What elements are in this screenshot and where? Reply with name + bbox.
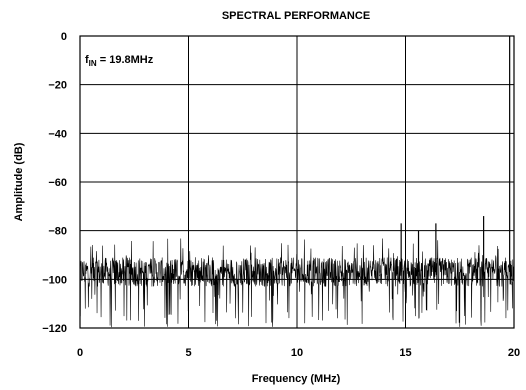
plot-frame (79, 35, 515, 329)
y-tick-label: −60 (48, 177, 67, 189)
x-tick-label: 5 (185, 347, 191, 359)
x-tick-label: 20 (508, 347, 520, 359)
input-frequency-annotation: fIN = 19.8MHz (85, 54, 154, 68)
x-tick-label: 10 (291, 347, 303, 359)
grid (80, 36, 514, 328)
y-tick-label: −40 (48, 128, 67, 140)
spectrum-trace (79, 36, 515, 328)
y-axis-ticks: 0 −20 −40 −60 −80 −100 −120 (42, 31, 67, 335)
x-tick-label: 15 (399, 347, 411, 359)
x-axis-label: Frequency (MHz) (252, 373, 341, 385)
y-tick-label: 0 (61, 31, 67, 43)
x-axis-ticks: 0 5 10 15 20 (77, 347, 520, 359)
y-tick-label: −20 (48, 80, 67, 92)
y-axis-label: Amplitude (dB) (13, 142, 25, 221)
y-tick-label: −120 (42, 323, 67, 335)
y-tick-label: −100 (42, 274, 67, 286)
x-tick-label: 0 (77, 347, 83, 359)
chart-title: SPECTRAL PERFORMANCE (222, 10, 370, 22)
y-tick-label: −80 (48, 226, 67, 238)
noise-floor-line (79, 238, 515, 328)
